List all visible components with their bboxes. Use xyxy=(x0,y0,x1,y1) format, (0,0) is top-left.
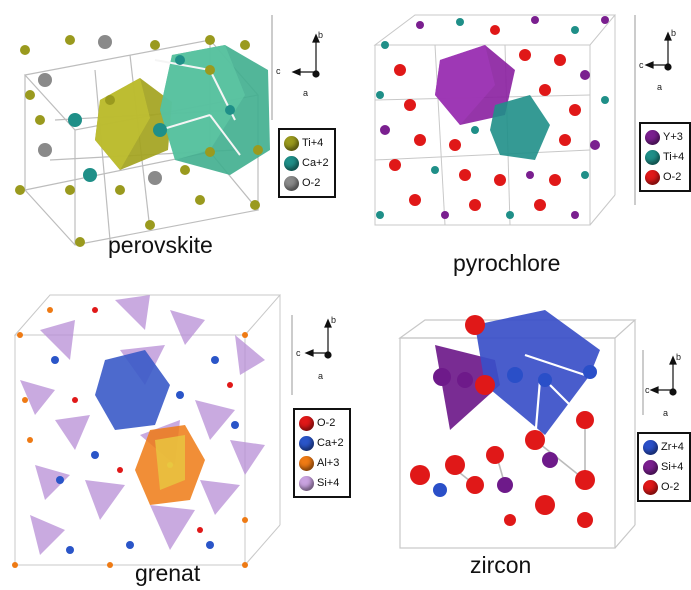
axis-c-label: c xyxy=(645,385,650,395)
legend-item: Ti+4 xyxy=(645,147,684,167)
pyrochlore-atoms xyxy=(376,16,609,219)
axis-a-label: a xyxy=(318,371,323,381)
axis-b-label: b xyxy=(676,352,681,362)
pyrochlore-axes-icon xyxy=(644,31,672,71)
axis-c-label: c xyxy=(296,348,301,358)
ti-swatch xyxy=(284,135,299,151)
legend-item: Ca+2 xyxy=(284,153,329,173)
al-swatch xyxy=(299,455,314,471)
legend-label: Si+4 xyxy=(317,477,340,489)
legend-label: Y+3 xyxy=(663,131,683,143)
perovskite-structure: b c a xyxy=(15,15,323,247)
legend-item: Si+4 xyxy=(299,473,344,493)
y-swatch xyxy=(645,129,660,145)
zircon-panel: b c a Zr+4 Si+4 O-2 zircon xyxy=(345,290,691,590)
pyrochlore-structure: b c a xyxy=(373,14,676,226)
legend-item: O-2 xyxy=(299,413,344,433)
legend-item: Ti+4 xyxy=(284,133,329,153)
grenat-structure: b c a xyxy=(12,294,336,568)
ca-dodecahedron xyxy=(95,350,170,430)
legend-label: Al+3 xyxy=(317,457,340,469)
grenat-caption: grenat xyxy=(135,560,201,586)
zircon-atoms xyxy=(410,315,597,528)
zr-swatch xyxy=(643,439,658,455)
legend-label: Si+4 xyxy=(661,461,684,473)
grenat-panel: b c a O-2 Ca+2 Al+3 Si+4 grenat xyxy=(0,290,351,590)
perovskite-atoms xyxy=(15,35,263,247)
legend-item: Ca+2 xyxy=(299,433,344,453)
grenat-axes-icon xyxy=(304,318,332,359)
legend-item: Al+3 xyxy=(299,453,344,473)
legend-item: O-2 xyxy=(645,167,684,187)
perovskite-legend: Ti+4 Ca+2 O-2 xyxy=(278,128,336,198)
perovskite-axes-icon xyxy=(291,33,320,78)
grenat-legend: O-2 Ca+2 Al+3 Si+4 xyxy=(293,408,351,498)
axis-b-label: b xyxy=(331,315,336,325)
ti-polyhedron xyxy=(490,95,550,160)
legend-item: O-2 xyxy=(284,173,329,193)
axis-b-label: b xyxy=(671,28,676,38)
zircon-axes-icon xyxy=(649,355,677,396)
ti-swatch xyxy=(645,149,660,165)
axis-c-label: c xyxy=(639,60,644,70)
zircon-legend: Zr+4 Si+4 O-2 xyxy=(637,432,691,502)
ca-swatch xyxy=(284,155,299,171)
si-swatch xyxy=(643,459,658,475)
legend-label: Zr+4 xyxy=(661,441,684,453)
legend-label: O-2 xyxy=(663,171,682,183)
legend-label: O-2 xyxy=(661,481,680,493)
zr-polyhedron xyxy=(475,310,600,435)
axis-c-label: c xyxy=(276,66,281,76)
axis-b-label: b xyxy=(318,30,323,40)
si-swatch xyxy=(299,475,314,491)
legend-label: Ca+2 xyxy=(302,157,329,169)
zircon-structure: b c a xyxy=(398,310,681,549)
perovskite-panel: b c a Ti+4 Ca+2 O-2 perovskite xyxy=(0,0,345,290)
axis-a-label: a xyxy=(663,408,668,418)
grenat-atoms xyxy=(12,307,248,568)
o-swatch xyxy=(643,479,658,495)
si-tetrahedra xyxy=(20,295,265,555)
o-swatch xyxy=(299,415,314,431)
legend-item: O-2 xyxy=(643,477,684,497)
legend-item: Si+4 xyxy=(643,457,684,477)
zircon-caption: zircon xyxy=(470,552,532,578)
legend-label: O-2 xyxy=(317,417,336,429)
legend-item: Zr+4 xyxy=(643,437,684,457)
ca-swatch xyxy=(299,435,314,451)
perovskite-caption: perovskite xyxy=(108,232,213,258)
axis-a-label: a xyxy=(303,88,308,98)
legend-label: Ti+4 xyxy=(663,151,685,163)
legend-label: O-2 xyxy=(302,177,321,189)
axis-a-label: a xyxy=(657,82,662,92)
legend-item: Y+3 xyxy=(645,127,684,147)
legend-label: Ti+4 xyxy=(302,137,324,149)
legend-label: Ca+2 xyxy=(317,437,344,449)
o-swatch xyxy=(284,175,299,191)
pyrochlore-caption: pyrochlore xyxy=(453,250,561,276)
pyrochlore-legend: Y+3 Ti+4 O-2 xyxy=(639,122,691,192)
pyrochlore-panel: b c a Y+3 Ti+4 O-2 pyrochlore xyxy=(345,0,691,290)
o-swatch xyxy=(645,169,660,185)
